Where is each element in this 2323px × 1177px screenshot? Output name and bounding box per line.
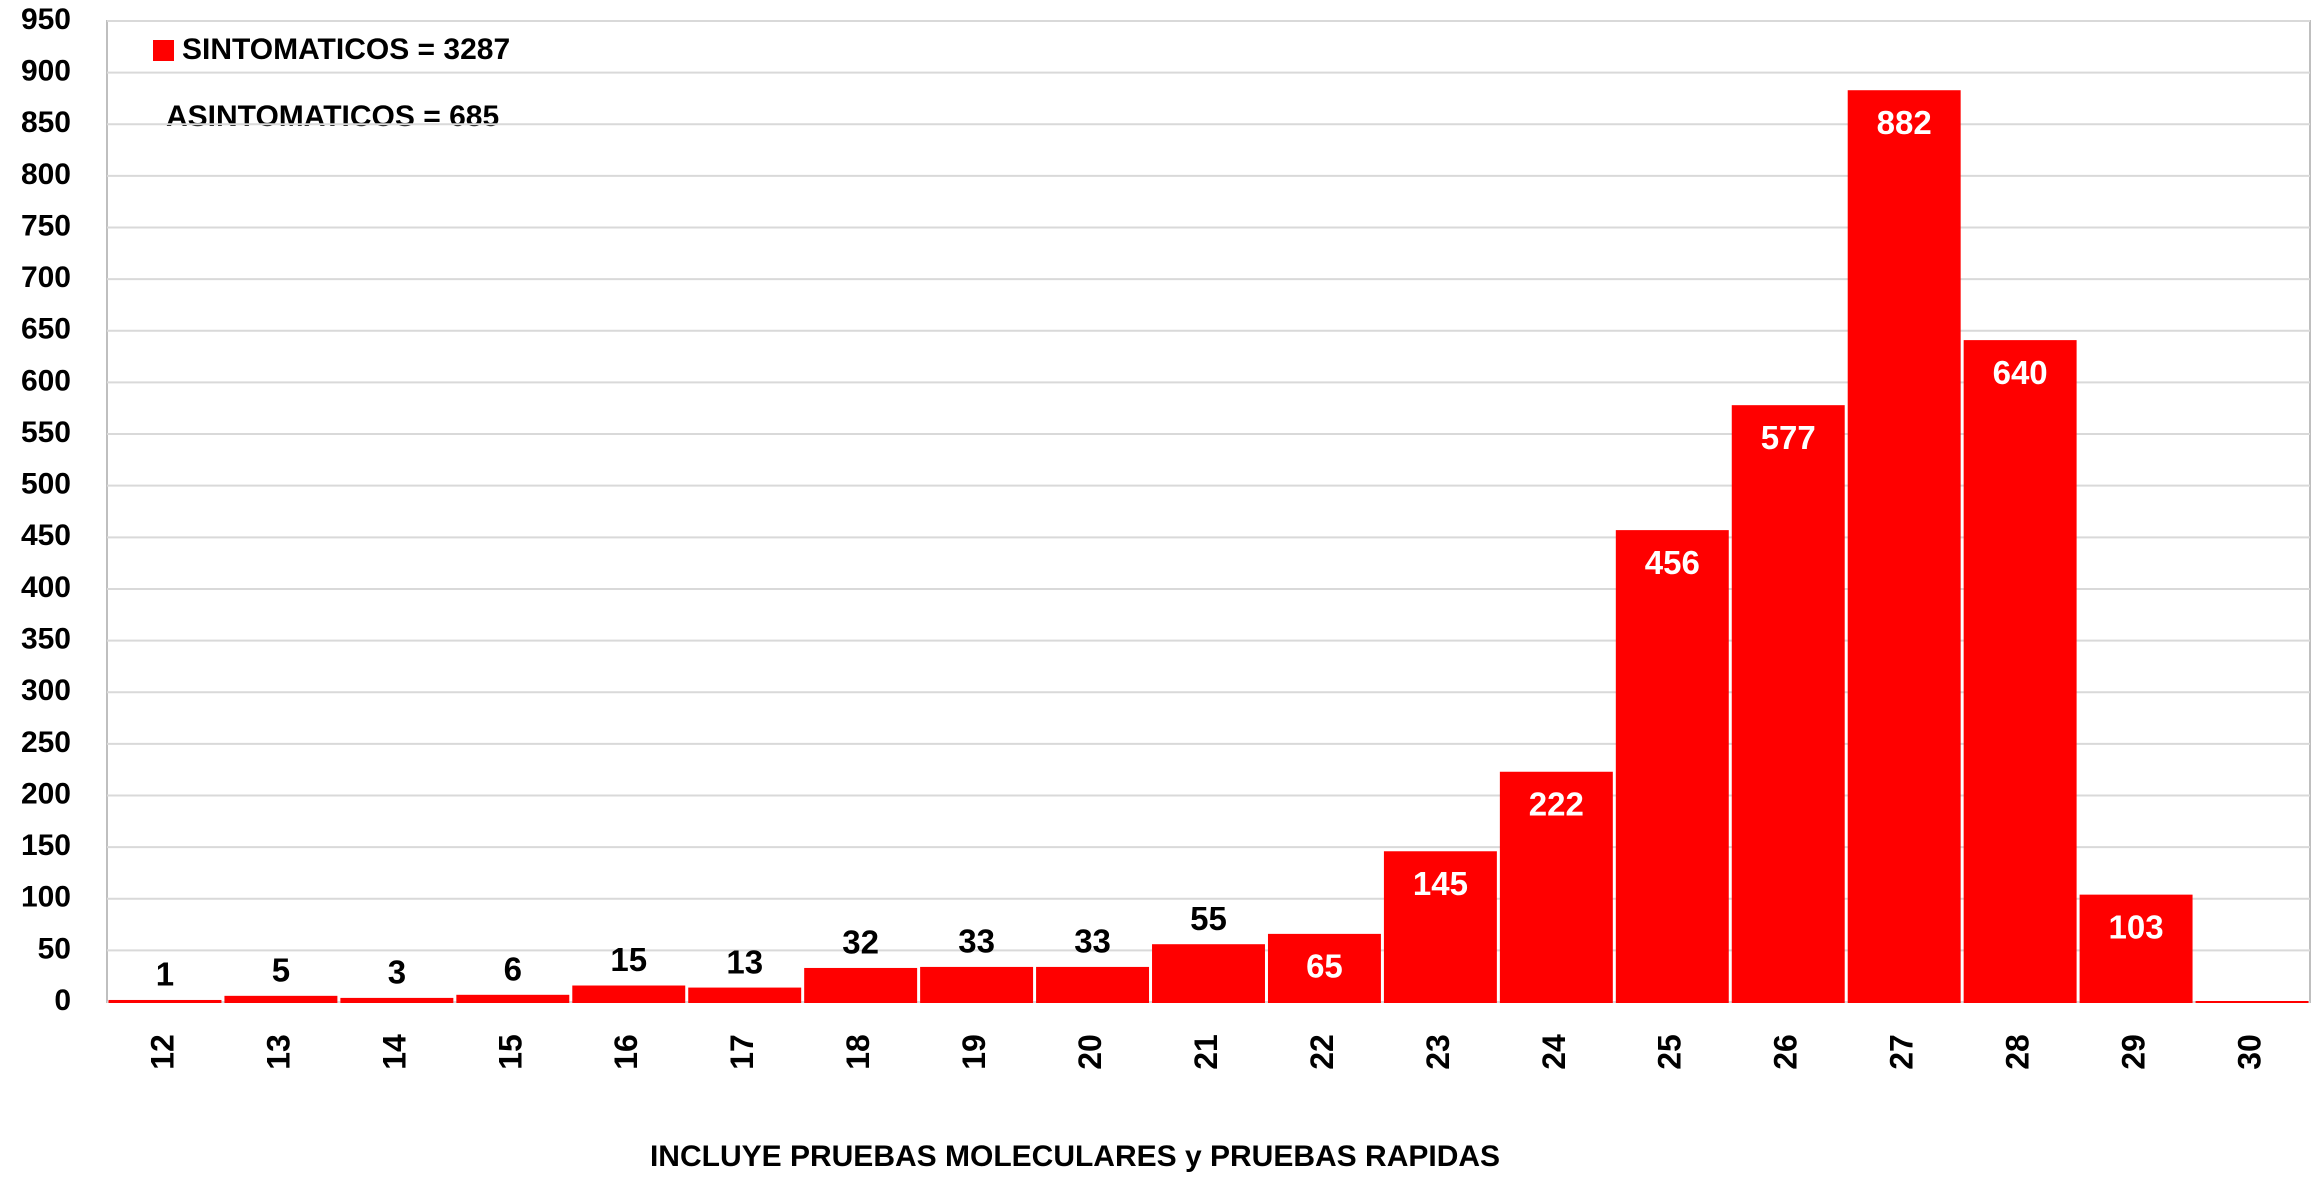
bar	[2079, 894, 2193, 1003]
x-tick-label: 13	[260, 1034, 296, 1070]
data-label: 456	[1645, 544, 1700, 581]
bar	[920, 966, 1034, 1003]
bar	[1731, 405, 1845, 1003]
bar	[1847, 90, 1961, 1004]
x-tick-label: 14	[376, 1034, 412, 1070]
y-tick-label: 400	[21, 571, 71, 604]
x-axis-label: INCLUYE PRUEBAS MOLECULARES y PRUEBAS RA…	[650, 1140, 1500, 1173]
y-tick-label: 100	[21, 881, 71, 914]
y-tick-label: 500	[21, 468, 71, 501]
bar	[1383, 851, 1497, 1003]
y-tick-label: 700	[21, 261, 71, 294]
x-tick-label: 20	[1072, 1034, 1108, 1070]
x-tick-label: 29	[2116, 1034, 2152, 1070]
legend-label: SINTOMATICOS = 3287	[182, 33, 510, 66]
x-tick-label: 23	[1420, 1034, 1456, 1070]
y-tick-label: 350	[21, 623, 71, 656]
y-tick-label: 150	[21, 829, 71, 862]
bar	[1615, 530, 1729, 1003]
data-label: 6	[504, 951, 522, 988]
data-label: 65	[1306, 948, 1343, 985]
y-tick-label: 0	[54, 984, 71, 1017]
y-tick-label: 950	[21, 3, 71, 36]
x-tick-label: 21	[1188, 1034, 1224, 1070]
data-label: 33	[1074, 923, 1111, 960]
x-tick-label: 28	[2000, 1034, 2036, 1070]
bar	[688, 987, 802, 1003]
x-tick-label: 12	[144, 1034, 180, 1070]
data-label: 222	[1529, 785, 1584, 822]
x-tick-label: 25	[1652, 1034, 1688, 1070]
bar	[1267, 933, 1381, 1003]
data-label: 103	[2109, 908, 2164, 945]
data-label: 55	[1190, 900, 1227, 937]
data-label: 5	[272, 952, 290, 989]
bar	[1963, 340, 2077, 1003]
y-tick-label: 550	[21, 416, 71, 449]
y-tick-label: 900	[21, 55, 71, 88]
x-tick-label: 18	[840, 1034, 876, 1070]
y-tick-label: 650	[21, 313, 71, 346]
data-label: 145	[1413, 865, 1468, 902]
data-label: 33	[958, 923, 995, 960]
x-tick-label: 22	[1304, 1034, 1340, 1070]
y-tick-label: 800	[21, 158, 71, 191]
y-tick-label: 850	[21, 106, 71, 139]
bar	[1499, 771, 1613, 1003]
y-tick-label: 750	[21, 209, 71, 242]
x-tick-label: 26	[1768, 1034, 1804, 1070]
data-label: 577	[1761, 419, 1816, 456]
bar	[1036, 966, 1150, 1003]
y-tick-label: 600	[21, 364, 71, 397]
bar	[340, 997, 454, 1003]
y-tick-label: 200	[21, 777, 71, 810]
bar	[2195, 1001, 2309, 1003]
bar	[224, 995, 338, 1003]
y-tick-label: 300	[21, 674, 71, 707]
x-tick-label: 15	[492, 1034, 528, 1070]
bar	[572, 985, 686, 1003]
x-tick-label: 16	[608, 1034, 644, 1070]
y-tick-label: 450	[21, 519, 71, 552]
x-tick-label: 17	[724, 1034, 760, 1070]
y-tick-label: 250	[21, 726, 71, 759]
data-label: 1	[156, 956, 174, 993]
x-tick-label: 27	[1884, 1034, 1920, 1070]
x-tick-label: 24	[1536, 1034, 1572, 1070]
legend-swatch	[153, 40, 174, 61]
annotation: ASINTOMATICOS = 685	[166, 100, 499, 133]
data-label: 3	[388, 954, 406, 991]
bar	[1152, 944, 1265, 1003]
data-label: 13	[726, 943, 763, 980]
bar	[456, 994, 570, 1003]
bar	[804, 967, 918, 1003]
data-label: 15	[610, 941, 647, 978]
data-label: 882	[1877, 104, 1932, 141]
x-tick-label: 30	[2231, 1034, 2267, 1070]
bar	[108, 999, 222, 1003]
x-tick-label: 19	[956, 1034, 992, 1070]
data-label: 640	[1993, 354, 2048, 391]
data-label: 32	[842, 924, 879, 961]
y-tick-label: 50	[38, 932, 71, 965]
